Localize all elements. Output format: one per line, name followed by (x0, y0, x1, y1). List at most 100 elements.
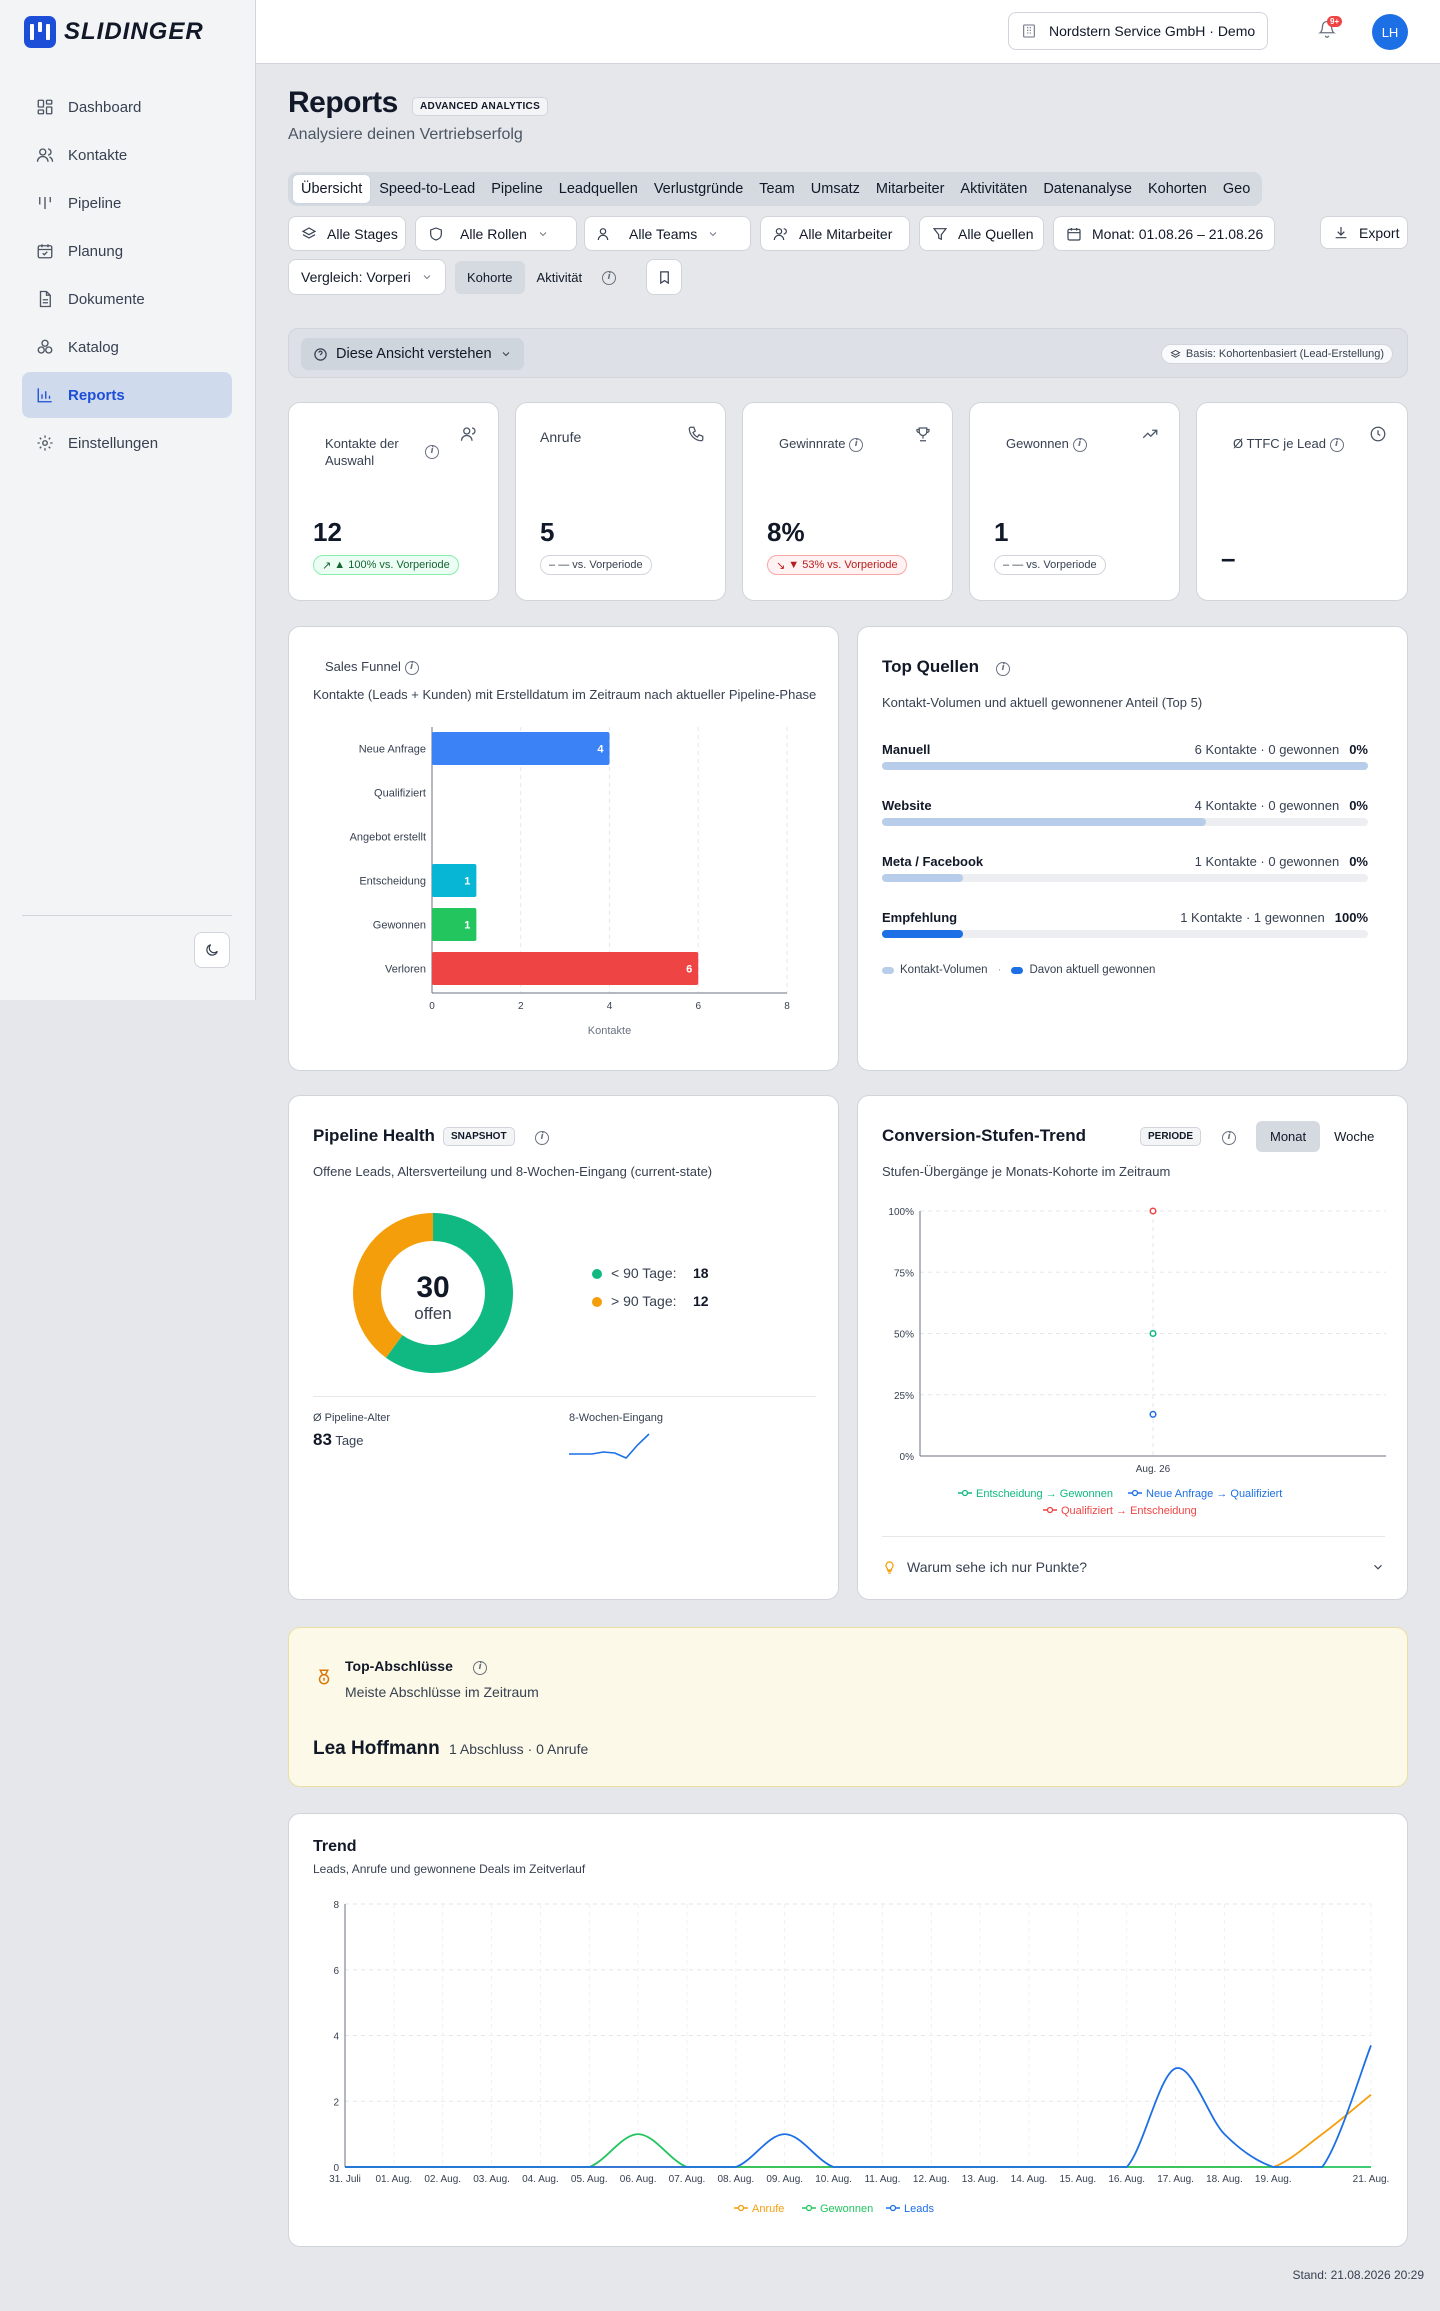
legend-swatch (1011, 966, 1024, 974)
teams-filter[interactable]: Alle Teams (584, 216, 751, 251)
y-tick-label: 0 (333, 2163, 339, 2174)
chevron-down-icon (423, 275, 431, 280)
sidebar-item-label: Pipeline (68, 194, 122, 212)
compare-select[interactable]: Vergleich: Vorperiode (288, 259, 446, 295)
faq-accordion[interactable]: Warum sehe ich nur Punkte? (882, 1552, 1385, 1582)
tab-geo[interactable]: Geo (1222, 181, 1251, 197)
layers-icon (1170, 349, 1181, 358)
legend-label: Neue Anfrage → Qualifiziert (1146, 1488, 1282, 1500)
roles-filter[interactable]: Alle Rollen (415, 216, 577, 251)
divider (882, 1536, 1385, 1537)
mode-activity-button[interactable]: Aktivität (536, 269, 583, 285)
grid-icon (37, 99, 53, 115)
info-icon[interactable]: i (849, 437, 864, 452)
understand-view-button[interactable]: Diese Ansicht verstehen (301, 338, 524, 370)
health-title: Pipeline Health (313, 1126, 435, 1145)
trending-up-icon (1141, 425, 1159, 443)
legend-value: 18 (693, 1265, 709, 1281)
toggle-monat[interactable]: Monat (1256, 1120, 1321, 1152)
calendar-icon (1067, 227, 1081, 241)
x-tick-label: 18. Aug. (1206, 2174, 1243, 2185)
funnel-icon (932, 227, 948, 240)
kpi-card-anrufe: Anrufe 5 – — vs. Vorperiode (515, 402, 726, 601)
tab-speed-to-lead[interactable]: Speed-to-Lead (379, 181, 476, 197)
donut-segment (352, 1213, 433, 1358)
notifications-button[interactable]: 9+ (1318, 16, 1343, 44)
legend-label: Gewonnen (820, 2203, 873, 2215)
info-icon[interactable]: i (1329, 437, 1344, 452)
sidebar-item-label: Katalog (68, 338, 119, 356)
legend-value: 12 (693, 1293, 709, 1309)
tab-leadquellen[interactable]: Leadquellen (558, 181, 638, 197)
tab-mitarbeiter[interactable]: Mitarbeiter (875, 181, 945, 197)
stages-filter-label: Alle Stages (327, 225, 398, 242)
funnel-bar (432, 732, 610, 765)
theme-toggle-button[interactable] (194, 932, 230, 968)
x-tick-label: 11. Aug. (864, 2174, 900, 2185)
x-tick-label: 2 (518, 1001, 524, 1012)
org-name: Nordstern Service GmbH · Demo (1049, 23, 1256, 39)
info-icon[interactable]: i (602, 270, 617, 285)
toggle-woche[interactable]: Woche (1334, 1128, 1375, 1144)
info-icon[interactable]: i (996, 661, 1010, 676)
users-icon (460, 425, 478, 443)
avatar[interactable]: LH (1372, 14, 1408, 50)
info-icon[interactable]: i (1072, 437, 1087, 452)
kpi-delta-badge: – — vs. Vorperiode (540, 555, 652, 575)
sidebar-item-pipeline[interactable]: Pipeline (22, 180, 232, 226)
sidebar-item-kontakte[interactable]: Kontakte (22, 132, 232, 178)
funnel-bar (432, 952, 699, 985)
compare-select-value: Vergleich: Vorperiode (301, 269, 411, 285)
tab-umsatz[interactable]: Umsatz (810, 181, 860, 197)
understand-view-label: Diese Ansicht verstehen (336, 346, 492, 362)
period-filter[interactable]: Monat: 01.08.26 – 21.08.26 (1053, 216, 1275, 251)
trend-card: Trend Leads, Anrufe und gewonnene Deals … (288, 1813, 1408, 2247)
org-switcher[interactable]: Nordstern Service GmbH · Demo (1008, 12, 1269, 50)
info-icon[interactable]: i (535, 1130, 549, 1145)
tab-aktivitaeten[interactable]: Aktivitäten (960, 181, 1028, 197)
kpi-label: Anrufe (540, 429, 582, 445)
y-tick-label: 6 (333, 1966, 339, 1977)
tab-kohorten[interactable]: Kohorten (1148, 181, 1207, 197)
tab-pipeline[interactable]: Pipeline (491, 181, 543, 197)
sidebar-item-planung[interactable]: Planung (22, 228, 232, 274)
tab-uebersicht[interactable]: Übersicht (292, 174, 372, 204)
export-button[interactable]: Export (1320, 216, 1408, 249)
funnel-bar (432, 908, 477, 941)
y-tick-label: 2 (333, 2097, 339, 2108)
period-granularity-toggle: Monat Woche (1256, 1120, 1388, 1152)
source-name: Website (882, 798, 932, 813)
sidebar-item-dokumente[interactable]: Dokumente (22, 276, 232, 322)
sources-filter[interactable]: Alle Quellen (919, 216, 1044, 251)
brand-logo[interactable]: SLIDINGER (24, 16, 204, 48)
chevron-down-icon (502, 352, 509, 357)
trend-subtitle: Leads, Anrufe und gewonnene Deals im Zei… (313, 1862, 586, 1876)
info-icon[interactable]: i (1222, 1130, 1236, 1145)
kpi-value: 8% (767, 517, 805, 547)
trend-line-chart: 0 2 4 6 8 31. Juli 01. Aug. 02. Aug. 03. Aug. 04.… (329, 1900, 1389, 2215)
lightbulb-icon (885, 1560, 894, 1574)
sidebar-item-katalog[interactable]: Katalog (22, 324, 232, 370)
legend-swatch (882, 966, 894, 974)
kpi-card-ttfc: Ø TTFC je Lead i – (1196, 402, 1408, 601)
sidebar-item-einstellungen[interactable]: Einstellungen (22, 420, 232, 466)
category-label: Entscheidung (359, 876, 426, 888)
info-icon[interactable]: i (473, 1660, 487, 1675)
employees-filter[interactable]: Alle Mitarbeiter (760, 216, 910, 251)
bookmark-button[interactable] (646, 259, 682, 295)
x-tick-label: 17. Aug. (1157, 2174, 1194, 2185)
sidebar-item-reports[interactable]: Reports (22, 372, 232, 418)
bar-value-label: 1 (464, 920, 470, 932)
mode-cohort-button[interactable]: Kohorte (455, 260, 525, 294)
tab-datenanalyse[interactable]: Datenanalyse (1043, 181, 1132, 197)
moon-icon (206, 944, 218, 956)
info-icon[interactable]: i (404, 660, 419, 675)
info-icon[interactable]: i (425, 444, 439, 459)
tab-verlustgruende[interactable]: Verlustgründe (653, 181, 744, 197)
period-filter-label: Monat: 01.08.26 – 21.08.26 (1092, 225, 1264, 242)
understand-view-banner: Diese Ansicht verstehen Basis: Kohortenb… (288, 328, 1408, 378)
tab-team[interactable]: Team (759, 181, 795, 197)
stages-filter[interactable]: Alle Stages (288, 216, 406, 251)
sidebar-item-dashboard[interactable]: Dashboard (22, 84, 232, 130)
page-subtitle: Analysiere deinen Vertriebserfolg (288, 126, 523, 143)
